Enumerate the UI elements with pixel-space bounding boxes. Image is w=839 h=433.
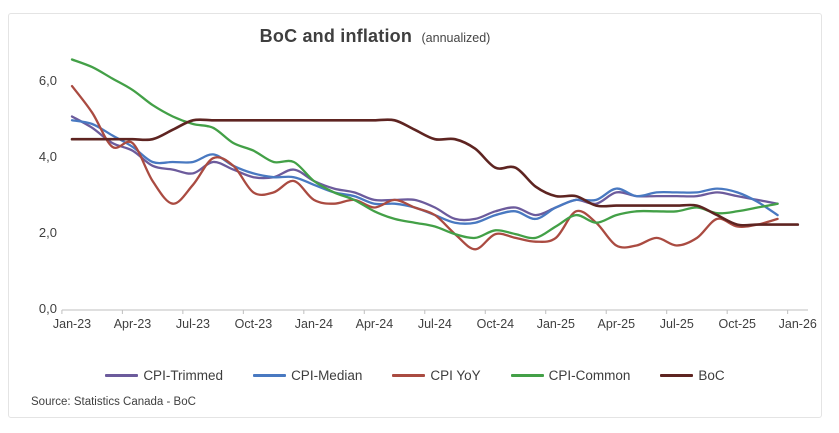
series-line-cpi-trimmed bbox=[70, 115, 779, 222]
x-tick-label: Apr-24 bbox=[355, 317, 394, 331]
x-tick-label: Jan-25 bbox=[536, 317, 575, 331]
legend-label: CPI YoY bbox=[430, 368, 481, 383]
x-tick-label: Apr-23 bbox=[113, 317, 152, 331]
y-tick-label: 0,0 bbox=[38, 301, 57, 316]
chart-title-suffix: (annualized) bbox=[421, 31, 491, 45]
legend-item-cpi-median: CPI-Median bbox=[253, 368, 362, 383]
legend-label: BoC bbox=[698, 368, 725, 383]
legend-swatch-boc bbox=[660, 374, 694, 377]
legend-item-cpi-common: CPI-Common bbox=[510, 368, 631, 383]
source-note: Source: Statistics Canada - BoC bbox=[31, 396, 196, 408]
legend-swatch-cpi-yoy bbox=[392, 374, 426, 377]
legend-swatch-cpi-median bbox=[253, 374, 287, 377]
chart-card: BoC and inflation (annualized) 0,0 2,0 4,0… bbox=[8, 13, 822, 418]
series-line-cpi-common bbox=[70, 58, 779, 240]
y-tick-label: 6,0 bbox=[38, 73, 57, 89]
x-tick-label: Jan-23 bbox=[52, 317, 92, 331]
legend-swatch-cpi-common bbox=[510, 374, 544, 377]
legend-label: CPI-Median bbox=[291, 368, 363, 383]
series-line-cpi-yoy bbox=[70, 84, 779, 251]
x-tick-label: Jul-23 bbox=[175, 317, 210, 331]
x-tick-label: Oct-24 bbox=[476, 317, 515, 331]
legend-label: CPI-Common bbox=[548, 368, 631, 383]
x-tick-label: Jul-25 bbox=[659, 317, 694, 331]
x-tick-label: Apr-25 bbox=[597, 317, 636, 331]
chart-title: BoC and inflation (annualized) bbox=[9, 26, 741, 47]
chart-title-text: BoC and inflation bbox=[259, 26, 413, 46]
x-tick-label: Oct-23 bbox=[234, 317, 273, 331]
chart-legend: CPI-Trimmed CPI-Median CPI YoY CPI-Common Bo… bbox=[9, 368, 821, 383]
x-tick-label: Oct-25 bbox=[718, 317, 757, 331]
x-tick-label: Jan-24 bbox=[294, 317, 334, 331]
legend-item-cpi-trimmed: CPI-Trimmed bbox=[105, 368, 223, 383]
legend-label: CPI-Trimmed bbox=[143, 368, 224, 383]
legend-item-cpi-yoy: CPI YoY bbox=[392, 368, 481, 383]
x-tick-label: Jul-24 bbox=[417, 317, 452, 331]
x-tick-label: Jan-26 bbox=[778, 317, 817, 331]
y-tick-label: 4,0 bbox=[38, 149, 57, 165]
legend-item-boc: BoC bbox=[660, 368, 725, 383]
series-line-boc bbox=[70, 118, 800, 227]
y-tick-label: 2,0 bbox=[38, 225, 57, 241]
legend-swatch-cpi-trimmed bbox=[105, 374, 139, 377]
chart-canvas bbox=[61, 58, 808, 314]
